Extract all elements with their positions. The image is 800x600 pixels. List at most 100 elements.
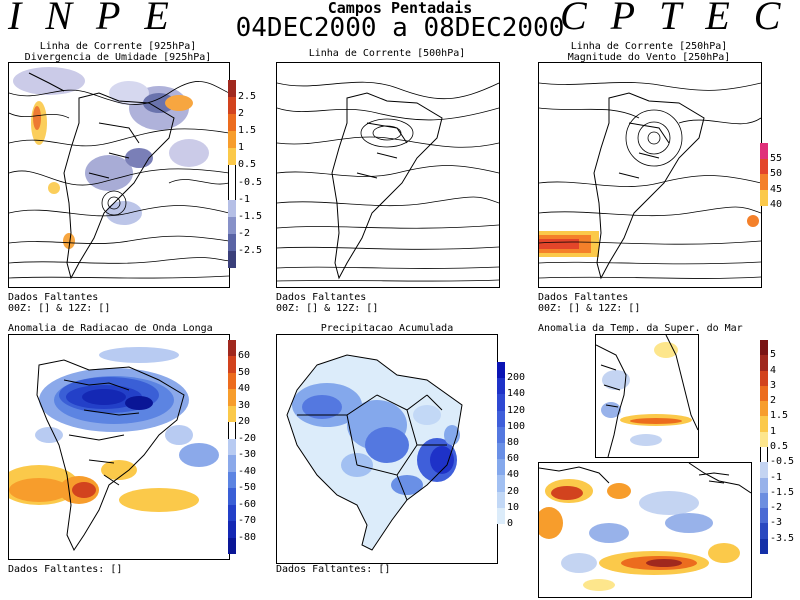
panel3-streamlines-250-map	[538, 62, 762, 288]
p4-colorbar-tick: 40	[238, 383, 251, 395]
p4-colorbar-swatch	[228, 422, 236, 440]
p4-colorbar-tick: 20	[238, 416, 251, 428]
p4-colorbar-swatch	[228, 438, 236, 456]
p6-colorbar-tick: -1	[770, 471, 783, 483]
panel6-sst-anomaly-atlantic-map	[595, 334, 699, 458]
p1-colorbar-tick: 2	[238, 108, 245, 120]
p4-colorbar-swatch	[228, 389, 236, 407]
p5-colorbar-swatch	[497, 459, 505, 476]
p1-colorbar-swatch	[228, 216, 236, 235]
p6-colorbar-tick: -0.5	[770, 456, 795, 468]
panel6-colorbar: 5 4 3 2 1.5 1 0.5 -0.5 -1 -1.5 -2 -3 -3.5	[760, 340, 794, 555]
p3-colorbar-tick: 45	[770, 183, 783, 195]
panel2-missing-times: 00Z: [] & 12Z: []	[276, 303, 379, 314]
p4-colorbar-tick: -30	[238, 449, 257, 461]
p1-colorbar-tick: 1.5	[238, 125, 257, 137]
panel1-missing-times: 00Z: [] & 12Z: []	[8, 303, 111, 314]
p1-colorbar-swatch	[228, 148, 236, 166]
p3-colorbar-tick: 40	[770, 199, 783, 210]
panel4-colorbar: 60 50 40 30 20 -20 -30 -40 -50 -60 -70 -80	[228, 340, 256, 555]
p1-colorbar-swatch	[228, 199, 236, 218]
p4-colorbar-tick: -80	[238, 531, 257, 543]
main-title-line1: Campos Pentadais	[327, 0, 473, 17]
p6-colorbar-swatch	[760, 462, 768, 479]
panel3-missing-times: 00Z: [] & 12Z: []	[538, 303, 641, 314]
p5-colorbar-tick: 140	[507, 388, 526, 400]
main-title-line2: 04DEC2000 a 08DEC2000	[235, 13, 565, 43]
panel1-colorbar: 2.5 2 1.5 1 0.5 -0.5 -1 -1.5 -2 -2.5	[228, 80, 262, 269]
panel3-missing-label: Dados Faltantes	[538, 292, 629, 303]
panel4-missing-label: Dados Faltantes: []	[8, 564, 123, 575]
panel1-subtitle: Divergencia de Umidade [925hPa]	[24, 52, 212, 63]
p6-colorbar-swatch	[760, 340, 768, 356]
p4-colorbar-tick: -40	[238, 465, 257, 477]
p4-colorbar-tick: -50	[238, 482, 257, 494]
p6-colorbar-swatch	[760, 431, 768, 448]
panel5-title: Precipitacao Acumulada	[320, 323, 454, 334]
p4-colorbar-swatch	[228, 405, 236, 423]
p5-colorbar-swatch	[497, 475, 505, 493]
p6-colorbar-swatch	[760, 385, 768, 402]
p1-colorbar-tick: -2	[238, 227, 251, 239]
p6-colorbar-swatch	[760, 538, 768, 555]
p1-colorbar-tick: -1	[238, 193, 251, 205]
p1-colorbar-tick: 2.5	[238, 91, 257, 103]
panel3-title: Linha de Corrente [250hPa]	[570, 41, 728, 52]
p6-colorbar-swatch	[760, 523, 768, 540]
p5-colorbar-tick: 20	[507, 485, 520, 497]
panel3-subtitle: Magnitude do Vento [250hPa]	[567, 52, 731, 63]
p1-colorbar-swatch	[228, 250, 236, 269]
p5-colorbar-swatch	[497, 443, 505, 460]
p3-colorbar-swatch	[760, 158, 768, 175]
p1-colorbar-swatch	[228, 233, 236, 252]
p5-colorbar-swatch	[497, 362, 505, 379]
p6-colorbar-swatch	[760, 508, 768, 524]
p6-colorbar-tick: 1	[770, 425, 777, 437]
p6-colorbar-tick: 1.5	[770, 410, 789, 422]
p1-colorbar-tick: -0.5	[238, 176, 263, 188]
p1-colorbar-tick: -1.5	[238, 210, 263, 222]
p6-colorbar-swatch	[760, 416, 768, 433]
p1-colorbar-tick: 0.5	[238, 159, 257, 171]
panel2-missing-label: Dados Faltantes	[276, 292, 367, 303]
panel5-missing-label: Dados Faltantes: []	[276, 564, 391, 575]
p1-colorbar-swatch	[228, 80, 236, 98]
p5-colorbar-swatch	[497, 410, 505, 428]
p3-colorbar-swatch	[760, 143, 768, 159]
panel3-colorbar: 55 50 45 40	[760, 143, 782, 210]
p4-colorbar-tick: -70	[238, 515, 257, 527]
p5-colorbar-tick: 200	[507, 372, 526, 384]
p5-colorbar-tick: 0	[507, 518, 514, 529]
p6-colorbar-tick: 0.5	[770, 441, 789, 452]
p5-colorbar-swatch	[497, 394, 505, 412]
p5-colorbar-swatch	[497, 426, 505, 444]
p4-colorbar-swatch	[228, 521, 236, 539]
p1-colorbar-swatch	[228, 114, 236, 132]
p6-colorbar-swatch	[760, 447, 768, 463]
p4-colorbar-swatch	[228, 504, 236, 522]
p5-colorbar-tick: 100	[507, 420, 526, 432]
p3-colorbar-swatch	[760, 174, 768, 190]
panel6-title: Anomalia da Temp. da Super. do Mar	[538, 323, 743, 334]
panel2-title: Linha de Corrente [500hPa]	[308, 48, 466, 59]
p1-colorbar-swatch	[228, 131, 236, 149]
p6-colorbar-swatch	[760, 492, 768, 509]
p1-colorbar-swatch	[228, 165, 236, 184]
p1-colorbar-swatch	[228, 97, 236, 115]
panel6-sst-anomaly-pacific-map	[538, 462, 752, 598]
p4-colorbar-tick: 50	[238, 366, 251, 378]
panel5-colorbar: 200 140 120 100 80 60 40 20 10 0	[497, 362, 525, 529]
p6-colorbar-tick: 5	[770, 349, 777, 361]
p6-colorbar-tick: 3	[770, 379, 777, 391]
panel2-streamlines-500-map	[276, 62, 500, 288]
p5-colorbar-tick: 120	[507, 404, 526, 416]
p3-colorbar-tick: 50	[770, 168, 783, 179]
p1-colorbar-swatch	[228, 182, 236, 201]
p3-colorbar-tick: 55	[770, 152, 783, 164]
p4-colorbar-swatch	[228, 455, 236, 473]
panel1-missing-label: Dados Faltantes	[8, 292, 99, 303]
p5-colorbar-tick: 10	[507, 501, 520, 513]
p6-colorbar-swatch	[760, 355, 768, 372]
p5-colorbar-tick: 80	[507, 437, 520, 448]
p6-colorbar-swatch	[760, 477, 768, 494]
